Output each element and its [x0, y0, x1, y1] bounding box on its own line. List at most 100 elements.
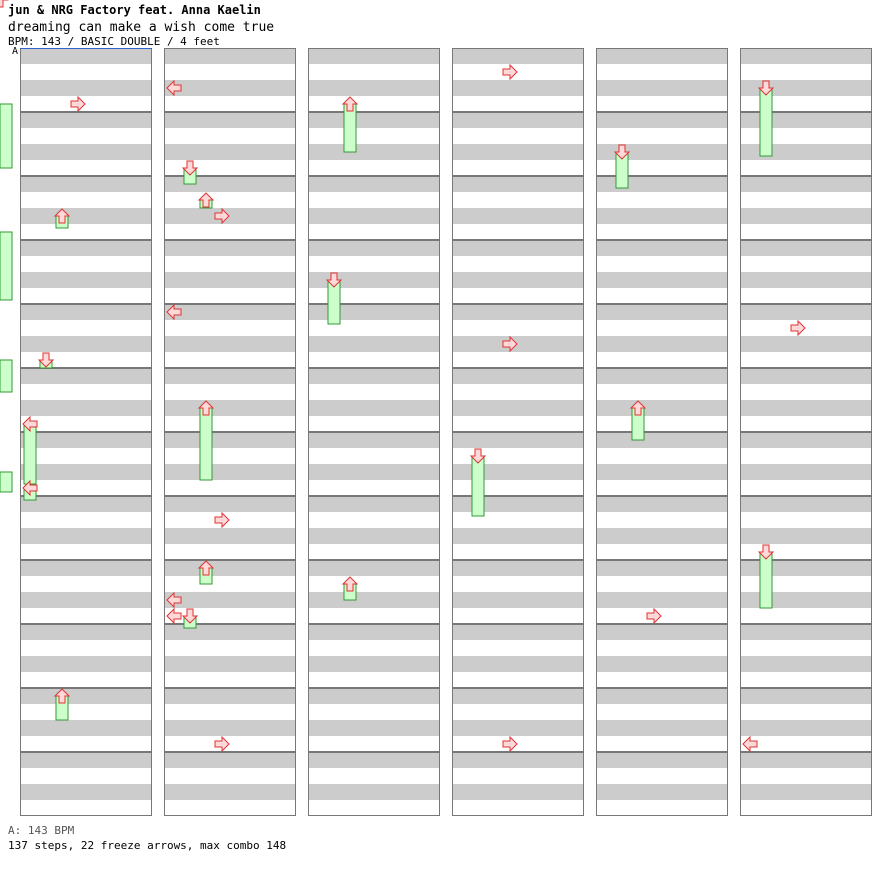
beat-stripe — [740, 240, 872, 256]
measure-box — [596, 48, 728, 112]
beat-stripe — [740, 400, 872, 416]
measure-box — [308, 240, 440, 304]
measure-box — [164, 560, 296, 624]
measure-box — [452, 304, 584, 368]
measure-box — [20, 624, 152, 688]
beat-stripe — [596, 752, 728, 768]
freeze-arrow-tail — [759, 551, 773, 609]
beat-stripe — [452, 208, 584, 224]
beat-stripe — [164, 624, 296, 640]
beat-stripe — [452, 80, 584, 96]
beat-stripe — [596, 784, 728, 800]
measure-box — [596, 112, 728, 176]
measure-box — [20, 368, 152, 432]
step-arrow-right — [214, 735, 230, 753]
step-arrow-down — [757, 544, 775, 560]
step-arrow-right — [214, 511, 230, 529]
beat-stripe — [740, 528, 872, 544]
measure-box — [740, 688, 872, 752]
beat-stripe — [596, 176, 728, 192]
beat-stripe — [596, 240, 728, 256]
beat-stripe — [164, 592, 296, 608]
beat-stripe — [308, 720, 440, 736]
measure-box — [20, 496, 152, 560]
step-arrow-right — [502, 335, 518, 353]
beat-stripe — [308, 272, 440, 288]
beat-stripe — [740, 720, 872, 736]
beat-stripe — [452, 176, 584, 192]
step-arrow-right — [646, 607, 662, 625]
beat-stripe — [20, 272, 152, 288]
step-arrow-up — [197, 400, 215, 416]
beat-stripe — [596, 112, 728, 128]
beat-stripe — [308, 176, 440, 192]
measure-box — [308, 48, 440, 112]
beat-stripe — [20, 208, 152, 224]
beat-stripe — [20, 688, 152, 704]
measure-box — [20, 432, 152, 496]
measure-box — [596, 432, 728, 496]
beat-stripe — [596, 336, 728, 352]
beat-stripe — [308, 560, 440, 576]
step-arrow-down — [181, 160, 199, 176]
beat-stripe — [740, 144, 872, 160]
beat-stripe — [164, 496, 296, 512]
measure-box — [596, 176, 728, 240]
beat-stripe — [164, 528, 296, 544]
beat-stripe — [308, 304, 440, 320]
step-arrow-right — [70, 95, 86, 113]
beat-stripe — [308, 592, 440, 608]
beat-stripe — [164, 240, 296, 256]
freeze-arrow-tail — [0, 359, 13, 393]
beat-stripe — [740, 272, 872, 288]
beat-stripe — [740, 688, 872, 704]
measure-box — [20, 240, 152, 304]
beat-stripe — [164, 304, 296, 320]
beat-stripe — [308, 240, 440, 256]
beat-stripe — [164, 752, 296, 768]
measure-box — [20, 176, 152, 240]
beat-stripe — [20, 176, 152, 192]
measure-box — [164, 432, 296, 496]
beat-stripe — [452, 144, 584, 160]
beat-stripe — [20, 336, 152, 352]
beat-stripe — [452, 336, 584, 352]
beat-stripe — [164, 720, 296, 736]
beat-stripe — [20, 80, 152, 96]
beat-stripe — [452, 560, 584, 576]
measure-box — [308, 112, 440, 176]
beat-stripe — [164, 144, 296, 160]
measure-box — [308, 368, 440, 432]
beat-stripe — [452, 400, 584, 416]
beat-stripe — [740, 112, 872, 128]
beat-stripe — [308, 144, 440, 160]
measure-box — [452, 560, 584, 624]
beat-stripe — [164, 208, 296, 224]
measure-box — [164, 368, 296, 432]
measure-box — [452, 496, 584, 560]
chart-meta: BPM: 143 / BASIC DOUBLE / 4 feet — [8, 35, 220, 48]
step-arrow-up — [53, 208, 71, 224]
freeze-arrow-tail — [759, 87, 773, 157]
measure-box — [452, 48, 584, 112]
beat-stripe — [596, 80, 728, 96]
beat-stripe — [308, 48, 440, 64]
beat-stripe — [164, 432, 296, 448]
measure-box — [452, 688, 584, 752]
beat-stripe — [20, 304, 152, 320]
beat-stripe — [596, 720, 728, 736]
step-arrow-down — [37, 352, 55, 368]
measure-box — [596, 560, 728, 624]
chart-stats: 137 steps, 22 freeze arrows, max combo 1… — [8, 839, 287, 852]
beat-stripe — [596, 144, 728, 160]
beat-stripe — [164, 560, 296, 576]
beat-stripe — [20, 112, 152, 128]
step-arrow-left — [166, 303, 182, 321]
measure-box — [20, 752, 152, 816]
beat-stripe — [308, 336, 440, 352]
beat-stripe — [20, 240, 152, 256]
freeze-arrow-tail — [199, 407, 213, 481]
measure-box — [740, 432, 872, 496]
step-arrow-left — [166, 591, 182, 609]
